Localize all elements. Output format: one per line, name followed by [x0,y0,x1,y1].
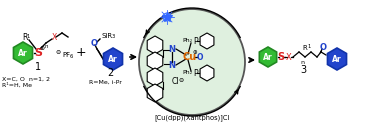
Text: n: n [300,60,304,66]
Text: S: S [277,52,285,62]
Text: N: N [169,60,175,70]
Circle shape [139,9,245,115]
Polygon shape [200,33,214,49]
Text: S: S [34,48,42,58]
Text: ⊕: ⊕ [193,50,197,56]
Polygon shape [147,68,163,86]
Text: R¹=H, Me: R¹=H, Me [2,82,32,88]
Polygon shape [147,84,163,102]
Polygon shape [200,65,214,81]
Polygon shape [259,47,277,67]
Text: 3: 3 [300,65,306,75]
Text: X: X [286,52,292,62]
Text: R: R [303,45,307,51]
Text: O: O [90,38,98,48]
Text: R: R [22,34,28,42]
Text: Cl: Cl [171,76,179,86]
Text: R=Me, i-Pr: R=Me, i-Pr [89,80,122,84]
Polygon shape [147,36,163,54]
Text: ₂: ₂ [190,38,192,44]
Text: 1: 1 [307,44,311,49]
Text: 6: 6 [70,54,73,59]
Text: +: + [76,46,86,60]
Text: 2: 2 [107,68,113,78]
Text: ⊖: ⊖ [178,78,184,82]
Text: Cu: Cu [183,52,197,62]
Text: X: X [51,32,57,42]
Circle shape [163,13,171,21]
Text: [Cu(dpp)(Xantphos)]Cl: [Cu(dpp)(Xantphos)]Cl [154,115,230,121]
Text: P: P [193,68,198,78]
Text: 1: 1 [35,62,41,72]
Text: PF: PF [62,52,70,58]
Polygon shape [327,48,347,70]
Text: ⊖: ⊖ [55,50,60,56]
Text: P: P [193,36,198,46]
Text: Ar: Ar [332,54,342,64]
Text: 1: 1 [27,34,30,38]
Polygon shape [104,48,122,70]
Text: Ar: Ar [263,52,273,62]
Text: SiR: SiR [101,33,112,39]
Text: ⊕: ⊕ [39,46,45,51]
Text: X=C, O  n=1, 2: X=C, O n=1, 2 [2,76,50,82]
Text: Ph: Ph [182,70,190,76]
Text: O: O [319,42,327,51]
Text: O: O [197,52,203,62]
Text: ₂: ₂ [190,70,192,76]
Text: n: n [44,44,48,50]
Text: N: N [169,44,175,54]
Text: Ph: Ph [182,38,190,44]
Polygon shape [147,52,163,70]
Text: 3: 3 [112,34,115,40]
Polygon shape [14,42,33,64]
Text: Ar: Ar [18,48,28,58]
Text: Ar: Ar [108,54,118,64]
